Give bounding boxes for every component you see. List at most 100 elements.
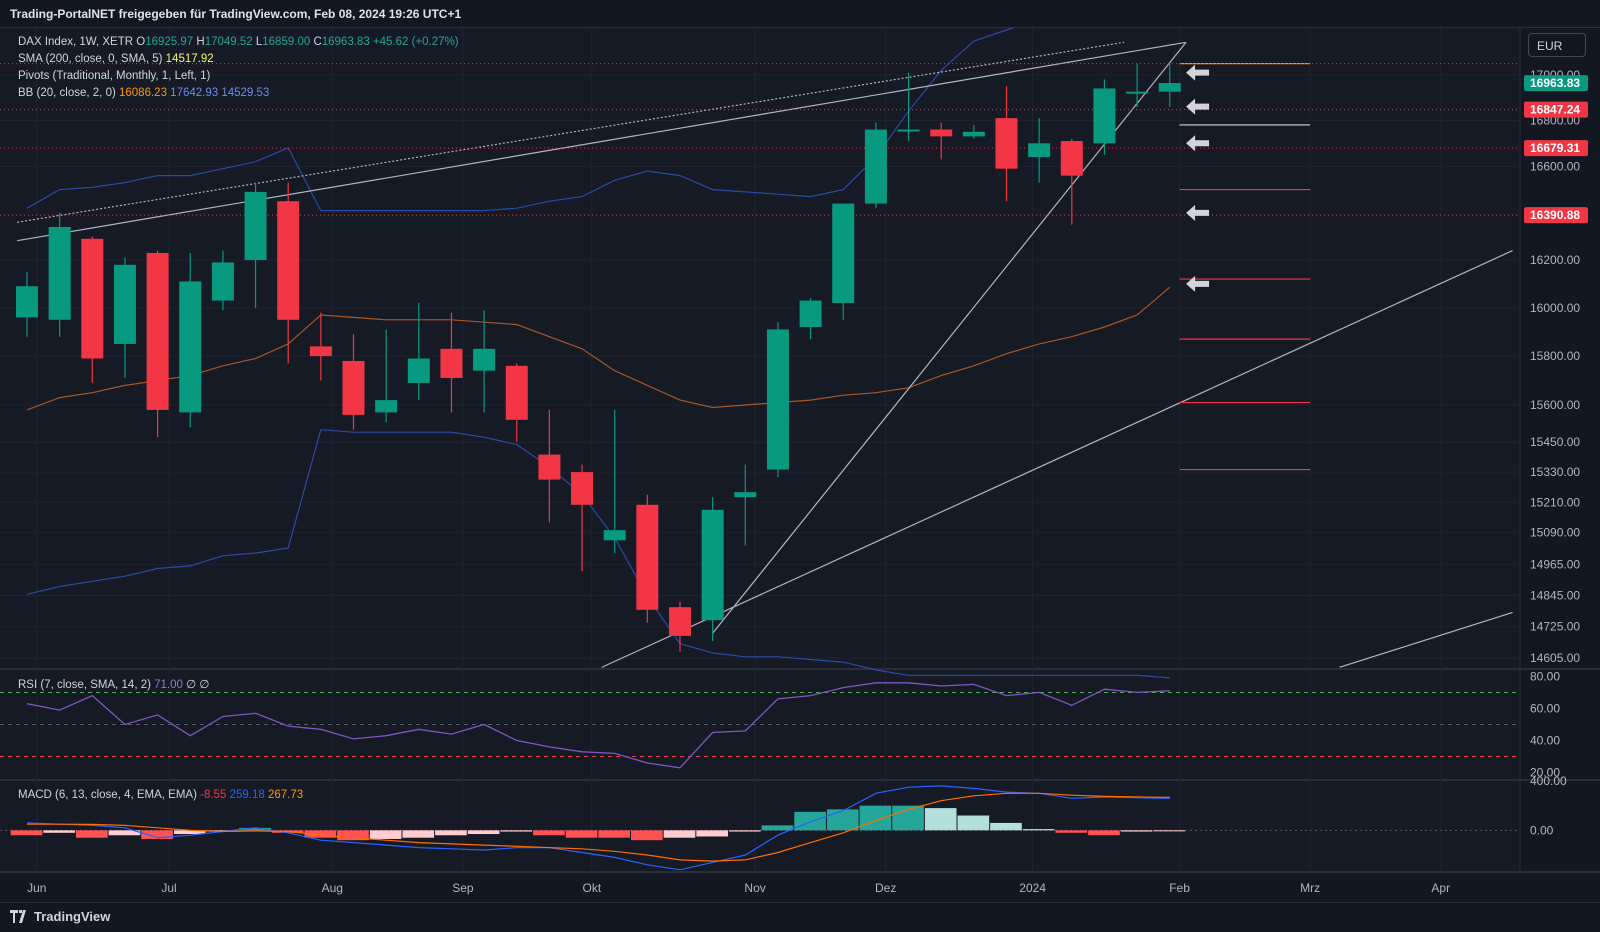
legend-pivots[interactable]: Pivots (Traditional, Monthly, 1, Left, 1… (18, 68, 459, 85)
bb-lower-value: 14529.53 (221, 87, 270, 99)
candle-body[interactable] (16, 286, 38, 318)
candle-body[interactable] (342, 360, 365, 415)
macd-histogram-bar (957, 815, 990, 831)
trendline[interactable] (601, 250, 1513, 668)
trendline[interactable] (1339, 611, 1513, 668)
candle-body[interactable] (636, 504, 659, 610)
candle-body[interactable] (538, 454, 561, 480)
time-axis-label: Jul (161, 881, 176, 895)
macd-histogram-bar (467, 830, 500, 835)
candle-body[interactable] (277, 201, 300, 320)
candle-body[interactable] (603, 530, 626, 541)
share-info: Trading-PortalNET freigegeben für Tradin… (10, 7, 462, 21)
macd-histogram-bar (1022, 829, 1055, 831)
candle-body[interactable] (897, 129, 920, 132)
high-value: 17049.52 (204, 36, 253, 48)
macd-histogram-bar (108, 830, 141, 836)
macd-histogram-bar (1088, 830, 1120, 836)
footer: TradingView (0, 902, 1600, 932)
candle-body[interactable] (1028, 143, 1051, 158)
high-label: H (196, 36, 205, 48)
rsi-extra: ∅ ∅ (186, 679, 210, 691)
price-scale-labels: 17000.0016800.0016600.0016200.0016000.00… (1530, 68, 1580, 665)
candle-body[interactable] (1060, 141, 1083, 176)
candle-body[interactable] (701, 509, 724, 621)
legend: DAX Index, 1W, XETR O16925.97 H17049.52 … (18, 34, 459, 102)
candle-body[interactable] (407, 358, 430, 383)
candle-body[interactable] (505, 365, 528, 420)
pivot-arrow-icon (1186, 135, 1210, 152)
macd-histogram-bar (402, 830, 435, 838)
price-tick-label: 15330.00 (1530, 465, 1580, 479)
rsi-line (26, 682, 1170, 769)
candle-body[interactable] (1126, 91, 1149, 94)
price-badge-label: 16963.83 (1530, 76, 1580, 90)
macd-line-value: 259.18 (229, 789, 265, 801)
symbol-name[interactable]: DAX Index, 1W, XETR (18, 36, 134, 48)
pivot-arrow-icon (1186, 204, 1210, 221)
candle-body[interactable] (375, 400, 398, 413)
candle-body[interactable] (669, 607, 691, 636)
tradingview-logo[interactable]: TradingView (10, 909, 110, 924)
macd-legend[interactable]: MACD (6, 13, close, 4, EMA, EMA) -8.55 2… (18, 787, 303, 804)
macd-histogram-bar (728, 830, 761, 832)
time-axis-label: Okt (583, 881, 602, 895)
candle-body[interactable] (962, 131, 985, 137)
macd-histogram-bar (500, 830, 533, 832)
macd-signal-value: 267.73 (267, 789, 304, 801)
time-axis-label: Jun (27, 881, 46, 895)
time-axis-background (0, 873, 1600, 902)
macd-histogram-bar (565, 830, 598, 838)
bb-mid-value: 16086.23 (119, 87, 167, 99)
trendline[interactable] (17, 41, 1125, 223)
candle-body[interactable] (81, 238, 104, 359)
candle-body[interactable] (179, 281, 202, 413)
rsi-legend[interactable]: RSI (7, close, SMA, 14, 2) 71.00 ∅ ∅ (18, 677, 209, 694)
chart-canvas[interactable]: 17000.0016800.0016600.0016200.0016000.00… (0, 28, 1600, 902)
bb-label: BB (20, close, 2, 0) (18, 87, 116, 99)
legend-bb[interactable]: BB (20, close, 2, 0) 16086.23 17642.93 1… (18, 85, 459, 102)
change-value: +45.62 (+0.27%) (372, 36, 459, 48)
macd-histogram-bar (794, 811, 826, 831)
candle-body[interactable] (799, 300, 822, 328)
candle-body[interactable] (571, 472, 594, 505)
price-badge (1524, 101, 1588, 118)
candle-body[interactable] (146, 252, 169, 410)
price-tick-label: 16600.00 (1530, 159, 1580, 173)
candle-body[interactable] (1158, 83, 1181, 92)
macd-histogram-bar (369, 830, 402, 839)
macd-histogram-bar (173, 830, 206, 835)
macd-histogram-bar (435, 830, 467, 836)
candle-body[interactable] (930, 129, 953, 137)
time-axis-label: Dez (875, 881, 896, 895)
candle-body[interactable] (244, 191, 267, 261)
price-tick-label: 15210.00 (1530, 495, 1580, 509)
pivot-arrow-icon (1186, 98, 1210, 115)
candle-body[interactable] (864, 129, 887, 204)
candle-body[interactable] (995, 118, 1018, 169)
candle-body[interactable] (1093, 88, 1116, 144)
currency-button[interactable]: EUR (1528, 33, 1586, 57)
bb-upper-value: 17642.93 (170, 87, 219, 99)
price-badge (1524, 140, 1588, 157)
trendline[interactable] (17, 41, 1187, 242)
candle-body[interactable] (309, 346, 332, 357)
candle-body[interactable] (113, 264, 136, 344)
rsi-tick-label: 60.00 (1530, 701, 1560, 715)
macd-histogram-bar (1153, 830, 1186, 832)
macd-line (26, 785, 1170, 871)
candle-body[interactable] (766, 329, 789, 470)
legend-sma[interactable]: SMA (200, close, 0, SMA, 5) 14517.92 (18, 51, 459, 68)
candle-body[interactable] (211, 262, 234, 301)
candle-body[interactable] (832, 203, 855, 303)
macd-histogram-bar (761, 825, 794, 831)
candle-body[interactable] (48, 227, 71, 320)
price-tick-label: 14725.00 (1530, 620, 1580, 634)
macd-histogram-bar (598, 830, 631, 838)
price-tick-label: 16200.00 (1530, 253, 1580, 267)
candle-body[interactable] (734, 492, 757, 498)
candle-body[interactable] (440, 348, 463, 379)
candle-body[interactable] (473, 348, 496, 371)
time-axis-label: 2024 (1019, 881, 1046, 895)
grid-lines (0, 28, 1520, 871)
